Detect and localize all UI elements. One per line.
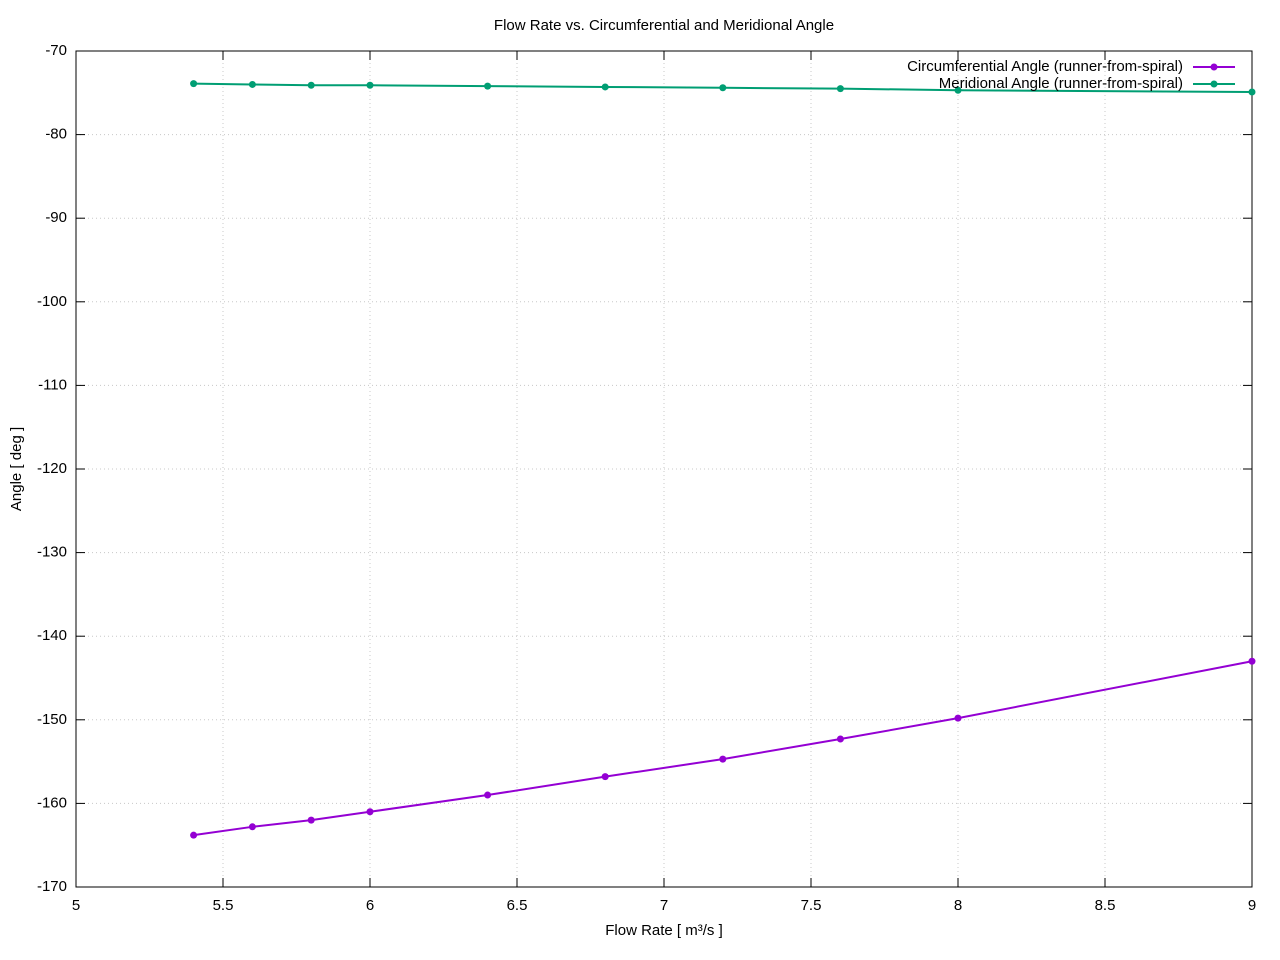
data-point [719, 755, 727, 763]
y-tick-label: -140 [37, 627, 67, 644]
x-tick-label: 8 [954, 897, 962, 914]
y-tick-label: -90 [45, 209, 67, 226]
y-tick-label: -170 [37, 878, 67, 895]
data-point [366, 81, 374, 89]
legend-marker [1210, 80, 1218, 88]
y-tick-label: -100 [37, 293, 67, 310]
series-line [193, 660, 1253, 837]
plot-frame [75, 50, 1253, 888]
data-point [836, 85, 844, 93]
x-tick-label: 5.5 [213, 897, 234, 914]
data-point [248, 80, 256, 88]
x-tick-label: 5 [72, 897, 80, 914]
legend-marker [1210, 63, 1218, 71]
data-point [719, 84, 727, 92]
data-point [954, 714, 962, 722]
series-line [193, 82, 1253, 93]
x-axis-label: Flow Rate [ m³/s ] [605, 922, 723, 939]
x-tick-label: 7.5 [801, 897, 822, 914]
data-point [954, 86, 962, 94]
y-tick-label: -80 [45, 126, 67, 143]
x-tick-label: 8.5 [1095, 897, 1116, 914]
data-point [307, 816, 315, 824]
data-point [601, 83, 609, 91]
data-point [190, 80, 198, 88]
data-point [484, 82, 492, 90]
data-point [190, 831, 198, 839]
data-point [1248, 657, 1256, 665]
y-tick-label: -110 [38, 376, 67, 393]
y-tick-label: -120 [37, 460, 67, 477]
data-point [601, 773, 609, 781]
legend-label: Meridional Angle (runner-from-spiral) [939, 75, 1183, 92]
x-tick-label: 6 [366, 897, 374, 914]
data-point [248, 823, 256, 831]
data-point [484, 791, 492, 799]
data-point [366, 808, 374, 816]
y-tick-label: -70 [45, 42, 67, 59]
y-axis-label: Angle [ deg ] [8, 427, 25, 511]
chart-title: Flow Rate vs. Circumferential and Meridi… [494, 17, 834, 34]
x-tick-label: 9 [1248, 897, 1256, 914]
y-tick-label: -160 [37, 794, 67, 811]
x-tick-label: 6.5 [507, 897, 528, 914]
legend-label: Circumferential Angle (runner-from-spira… [907, 58, 1183, 75]
y-tick-label: -150 [37, 711, 67, 728]
y-tick-label: -130 [37, 544, 67, 561]
data-point [1248, 88, 1256, 96]
x-tick-label: 7 [660, 897, 668, 914]
data-point [836, 735, 844, 743]
data-point [307, 81, 315, 89]
